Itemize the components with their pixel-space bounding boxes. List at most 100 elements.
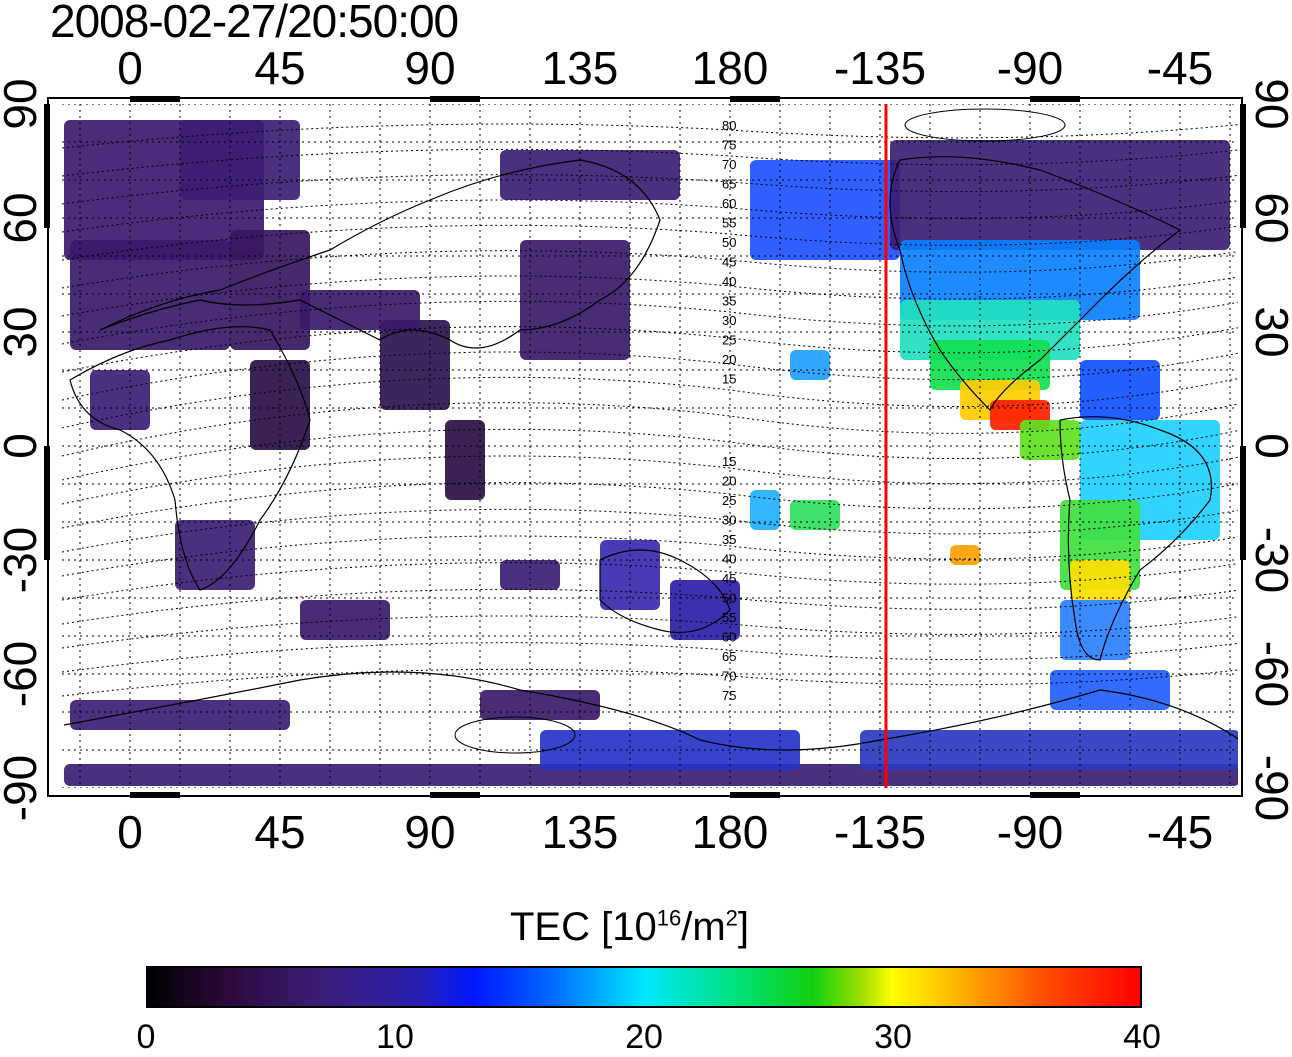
tec-patch: [1070, 560, 1130, 600]
lon-tick-label: 45: [254, 806, 305, 858]
contour-label: 30: [722, 513, 736, 528]
lat-tick-label: -90: [0, 755, 46, 821]
axis-bar: [730, 96, 780, 102]
tec-patch: [600, 540, 660, 610]
lat-tick-label: 0: [0, 433, 46, 459]
lon-tick-label: -45: [1147, 806, 1213, 858]
latitude-labels-left: 90 60 30 0 -30 -60 -90: [0, 78, 46, 821]
lat-tick-label: -90: [1246, 755, 1292, 821]
contour-label: 25: [722, 333, 736, 348]
axis-bar: [44, 104, 50, 228]
contour-line: [62, 376, 1238, 429]
lat-tick-label: -60: [0, 641, 46, 707]
axis-bar: [430, 96, 480, 102]
tec-map: 80 75 70 65 60 55 50 45 40 35 30 25 20 15 15 20 25 30 35 40…: [0, 42, 1292, 858]
colorbar-tick-label: 40: [1123, 1018, 1161, 1056]
lat-tick-label: 90: [0, 78, 46, 129]
lon-tick-label: 0: [117, 42, 143, 94]
contour-label: 15: [722, 454, 736, 469]
tec-patch: [70, 700, 290, 730]
contour-label: 30: [722, 313, 736, 328]
tec-patch: [1080, 360, 1160, 420]
contour-label: 60: [722, 630, 736, 645]
contour-line: [62, 174, 1238, 205]
contour-label: 55: [722, 216, 736, 231]
latitude-labels-right: 90 60 30 0 -30 -60 -90: [1246, 78, 1292, 821]
contour-label: 75: [722, 688, 736, 703]
coastline: [889, 156, 1182, 412]
tec-patch: [230, 230, 310, 350]
coastlines: [63, 156, 1238, 751]
lat-tick-label: 30: [1246, 306, 1292, 357]
contour-label: 50: [722, 235, 736, 250]
contour-label: 80: [722, 118, 736, 133]
coastline: [63, 671, 1238, 751]
tec-patch: [790, 500, 840, 530]
contour-line: [62, 148, 1238, 177]
tec-patch: [70, 240, 230, 350]
coastline: [69, 326, 311, 591]
contour-line: [904, 108, 1066, 142]
lon-tick-label: 135: [542, 806, 619, 858]
contour-line: [62, 428, 1238, 481]
tec-patch: [445, 420, 485, 500]
lon-tick-label: -90: [997, 806, 1063, 858]
contour-label: 55: [722, 610, 736, 625]
contour-line: [62, 482, 1238, 529]
contour-label: 65: [722, 177, 736, 192]
tec-patch: [890, 140, 1230, 250]
contour-label: 15: [722, 372, 736, 387]
axis-bar: [730, 792, 780, 798]
tec-patch: [750, 160, 900, 260]
tec-patch: [1020, 420, 1080, 460]
colorbar-tick-label: 0: [136, 1018, 156, 1056]
contour-line: [62, 642, 1238, 673]
map-title: 2008-02-27/20:50:00: [50, 0, 459, 47]
contour-line: [62, 123, 1238, 149]
tec-patch: [380, 320, 450, 410]
lon-tick-label: 135: [542, 42, 619, 94]
contour-line: [62, 199, 1238, 233]
tec-patch: [750, 490, 780, 530]
contour-line: [62, 615, 1238, 649]
colorbar-gradient: [146, 966, 1142, 1008]
axis-bar: [1030, 96, 1080, 102]
magnetic-latitude-contours: [62, 108, 1238, 754]
lat-tick-label: -30: [0, 527, 46, 593]
colorbar-tick-label: 10: [376, 1018, 414, 1056]
lon-tick-label: 180: [692, 42, 769, 94]
contour-label: 20: [722, 474, 736, 489]
colorbar-tick-label: 20: [625, 1018, 663, 1056]
lon-tick-label: 90: [404, 806, 455, 858]
contour-label: 70: [722, 157, 736, 172]
contour-label: 60: [722, 196, 736, 211]
tec-patch: [480, 690, 600, 720]
lat-tick-label: 90: [1246, 78, 1292, 129]
contour-line: [62, 668, 1238, 697]
coastline: [1059, 416, 1212, 661]
contour-label: 35: [722, 532, 736, 547]
contour-label: 25: [722, 493, 736, 508]
lat-lon-grid: [62, 104, 1238, 788]
contour-label: 45: [722, 255, 736, 270]
lat-tick-label: 60: [0, 192, 46, 243]
contour-label: 45: [722, 571, 736, 586]
tec-patch: [1050, 670, 1170, 710]
axis-bar: [130, 792, 180, 798]
contour-line: [62, 326, 1238, 373]
longitude-labels-bottom: 0 45 90 135 180 -135 -90 -45: [117, 806, 1213, 858]
colorbar-title: TEC [1016/m2]: [510, 905, 750, 949]
contour-labels: 80 75 70 65 60 55 50 45 40 35 30 25 20 15 15 20 25 30 35 40…: [722, 118, 736, 703]
axis-bar: [44, 446, 50, 560]
lon-tick-label: -135: [834, 42, 926, 94]
lat-tick-label: -30: [1246, 527, 1292, 593]
contour-line: [62, 455, 1238, 505]
axis-bar: [130, 96, 180, 102]
contour-line: [62, 508, 1238, 553]
lon-tick-label: 180: [692, 806, 769, 858]
contour-label: 40: [722, 274, 736, 289]
contour-line: [62, 300, 1238, 345]
contour-label: 70: [722, 669, 736, 684]
colorbar-tick-label: 30: [874, 1018, 912, 1056]
contour-line: [62, 351, 1238, 401]
